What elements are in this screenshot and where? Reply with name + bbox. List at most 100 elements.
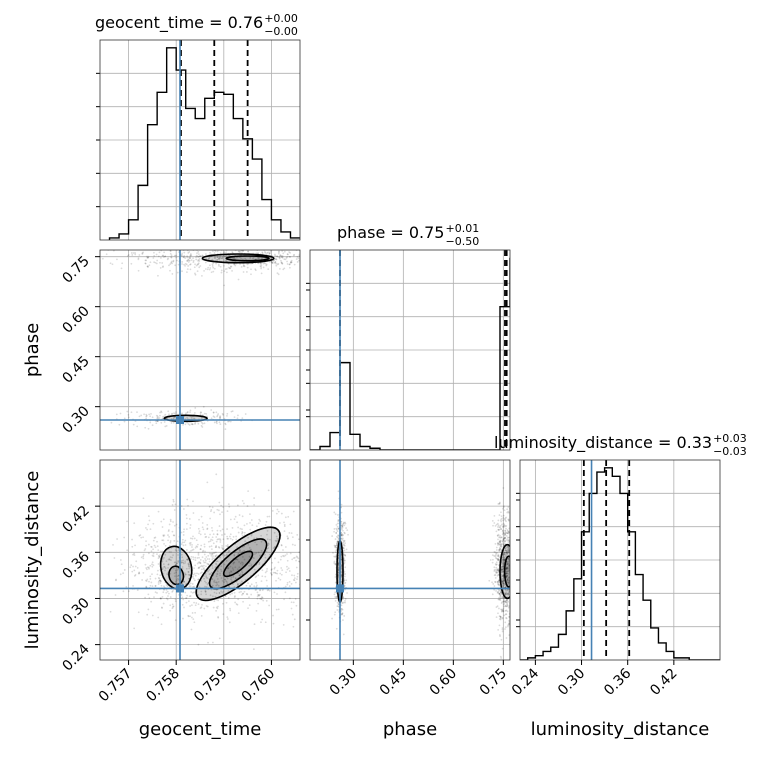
- sample-point: [258, 593, 261, 596]
- sample-point: [497, 553, 500, 556]
- sample-point: [301, 569, 303, 571]
- sample-point: [245, 247, 247, 249]
- sample-point: [189, 595, 192, 597]
- sample-point: [190, 416, 193, 419]
- sample-point: [118, 423, 121, 426]
- sample-point: [331, 617, 333, 620]
- sample-point: [212, 533, 215, 536]
- sample-point: [138, 572, 141, 575]
- sample-point: [214, 250, 217, 253]
- sample-point: [208, 573, 211, 576]
- sample-point: [282, 549, 284, 551]
- sample-point: [504, 539, 507, 542]
- sample-point: [238, 250, 241, 253]
- sample-point: [498, 549, 501, 552]
- sample-point: [150, 545, 153, 548]
- sample-point: [494, 577, 497, 579]
- sample-point: [506, 561, 509, 564]
- sample-point: [336, 609, 339, 611]
- sample-point: [239, 251, 241, 254]
- y-tick-label: 0.30: [59, 403, 92, 436]
- sample-point: [506, 572, 509, 574]
- sample-point: [163, 421, 166, 423]
- sample-point: [501, 581, 504, 584]
- sample-point: [183, 251, 186, 254]
- hist-bar: [167, 48, 177, 240]
- sample-point: [506, 563, 509, 565]
- sample-point: [122, 242, 124, 244]
- sample-point: [341, 525, 344, 528]
- sample-point: [221, 579, 224, 582]
- sample-point: [348, 548, 350, 550]
- sample-point: [508, 558, 510, 561]
- sample-point: [161, 607, 163, 609]
- sample-point: [203, 567, 205, 569]
- sample-point: [497, 538, 499, 541]
- sample-point: [149, 564, 152, 567]
- sample-point: [347, 265, 349, 267]
- sample-point: [155, 414, 158, 417]
- sample-point: [319, 267, 321, 269]
- sample-point: [274, 257, 277, 260]
- density-content: [310, 460, 519, 660]
- sample-point: [498, 592, 501, 595]
- sample-point: [343, 524, 346, 527]
- sample-point: [213, 252, 216, 254]
- hist-frame: [99, 39, 301, 241]
- sample-point: [516, 536, 518, 538]
- y-tick-label: 0.75: [59, 253, 92, 286]
- sample-point: [297, 257, 300, 259]
- sample-point: [495, 606, 498, 609]
- sample-point: [248, 546, 251, 549]
- sample-point: [280, 544, 283, 547]
- sample-point: [503, 509, 506, 512]
- sample-point: [501, 568, 504, 571]
- sample-point: [371, 268, 373, 270]
- sample-point: [499, 535, 501, 537]
- sample-point: [234, 577, 237, 580]
- sample-point: [488, 579, 491, 582]
- sample-point: [336, 525, 339, 528]
- sample-point: [182, 423, 184, 426]
- sample-point: [496, 569, 499, 572]
- sample-point: [506, 570, 509, 573]
- sample-point: [517, 589, 519, 591]
- sample-point: [226, 544, 229, 546]
- sample-point: [235, 538, 238, 541]
- sample-point: [501, 595, 504, 598]
- sample-point: [217, 546, 220, 548]
- sample-point: [229, 593, 232, 596]
- sample-point: [189, 605, 191, 607]
- sample-point: [191, 537, 194, 540]
- sample-point: [313, 261, 315, 263]
- sample-point: [506, 511, 509, 514]
- sample-point: [346, 258, 348, 260]
- sample-point: [232, 561, 235, 564]
- sample-point: [281, 250, 284, 252]
- sample-point: [511, 592, 513, 594]
- sample-point: [188, 259, 191, 262]
- sample-point: [508, 519, 510, 522]
- sample-point: [133, 575, 136, 577]
- sample-point: [500, 511, 502, 514]
- sample-point: [147, 552, 150, 555]
- sample-point: [346, 270, 348, 272]
- sample-point: [266, 252, 269, 254]
- sample-point: [266, 589, 269, 592]
- sample-point: [151, 416, 154, 419]
- sample-point: [342, 542, 345, 544]
- sample-point: [153, 261, 155, 264]
- sample-point: [183, 254, 186, 257]
- sample-point: [238, 561, 240, 563]
- sample-point: [290, 532, 293, 534]
- sample-point: [514, 549, 516, 551]
- sample-point: [261, 251, 264, 254]
- sample-point: [157, 563, 160, 565]
- sample-point: [505, 567, 508, 570]
- sample-point: [514, 585, 516, 587]
- sample-point: [334, 513, 337, 516]
- sample-point: [205, 576, 208, 579]
- sample-point: [288, 585, 291, 587]
- sample-point: [231, 527, 234, 529]
- sample-point: [228, 621, 231, 624]
